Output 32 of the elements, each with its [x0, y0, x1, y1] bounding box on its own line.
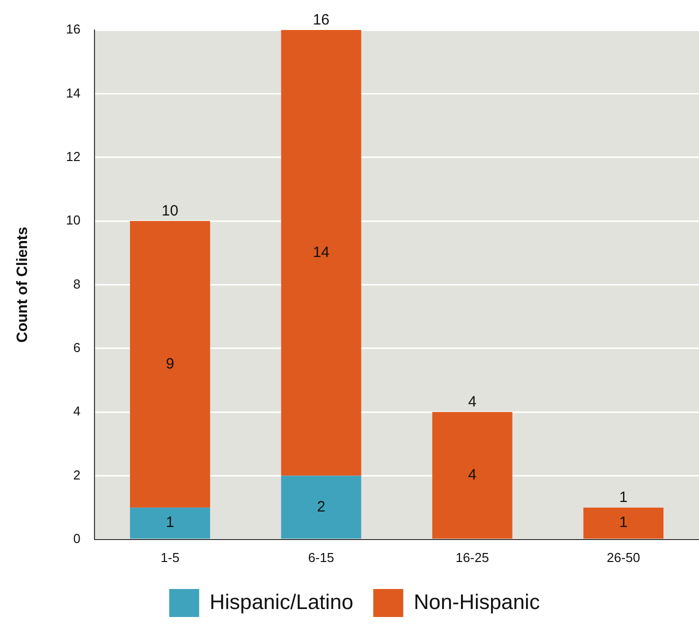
bar — [281, 476, 362, 539]
y-tick-label: 6 — [73, 340, 80, 355]
y-tick-label: 4 — [73, 404, 80, 419]
data-label: 4 — [468, 466, 476, 484]
data-label: 1 — [166, 514, 174, 532]
bar — [130, 221, 210, 508]
total-label: 10 — [162, 202, 178, 220]
legend-label: Hispanic/Latino — [210, 590, 354, 614]
bar — [130, 508, 210, 539]
total-label: 4 — [468, 394, 476, 411]
y-tick-label: 0 — [73, 530, 80, 546]
x-tick-label: 1-5 — [160, 550, 180, 565]
y-tick-label: 14 — [66, 85, 80, 100]
y-tick-label: 2 — [73, 467, 80, 482]
data-label: 2 — [316, 498, 326, 516]
bar — [281, 30, 362, 476]
total-label: 1 — [619, 489, 628, 506]
bar — [432, 412, 512, 539]
data-label: 14 — [312, 244, 330, 262]
x-tick-label: 6-15 — [308, 550, 334, 565]
legend-label: Non-Hispanic — [414, 590, 540, 614]
data-label: 9 — [166, 355, 174, 372]
y-tick-label: 8 — [73, 276, 80, 292]
y-tick-label: 10 — [66, 212, 80, 228]
data-label: 1 — [619, 514, 628, 532]
total-label: 16 — [312, 12, 330, 29]
x-tick-label: 26-50 — [606, 550, 640, 565]
y-tick-label: 16 — [66, 22, 80, 37]
bar — [583, 508, 664, 539]
y-axis-title: Count of Clients — [14, 226, 32, 343]
y-tick-label: 12 — [66, 148, 80, 164]
x-tick-label: 16-25 — [456, 550, 489, 565]
